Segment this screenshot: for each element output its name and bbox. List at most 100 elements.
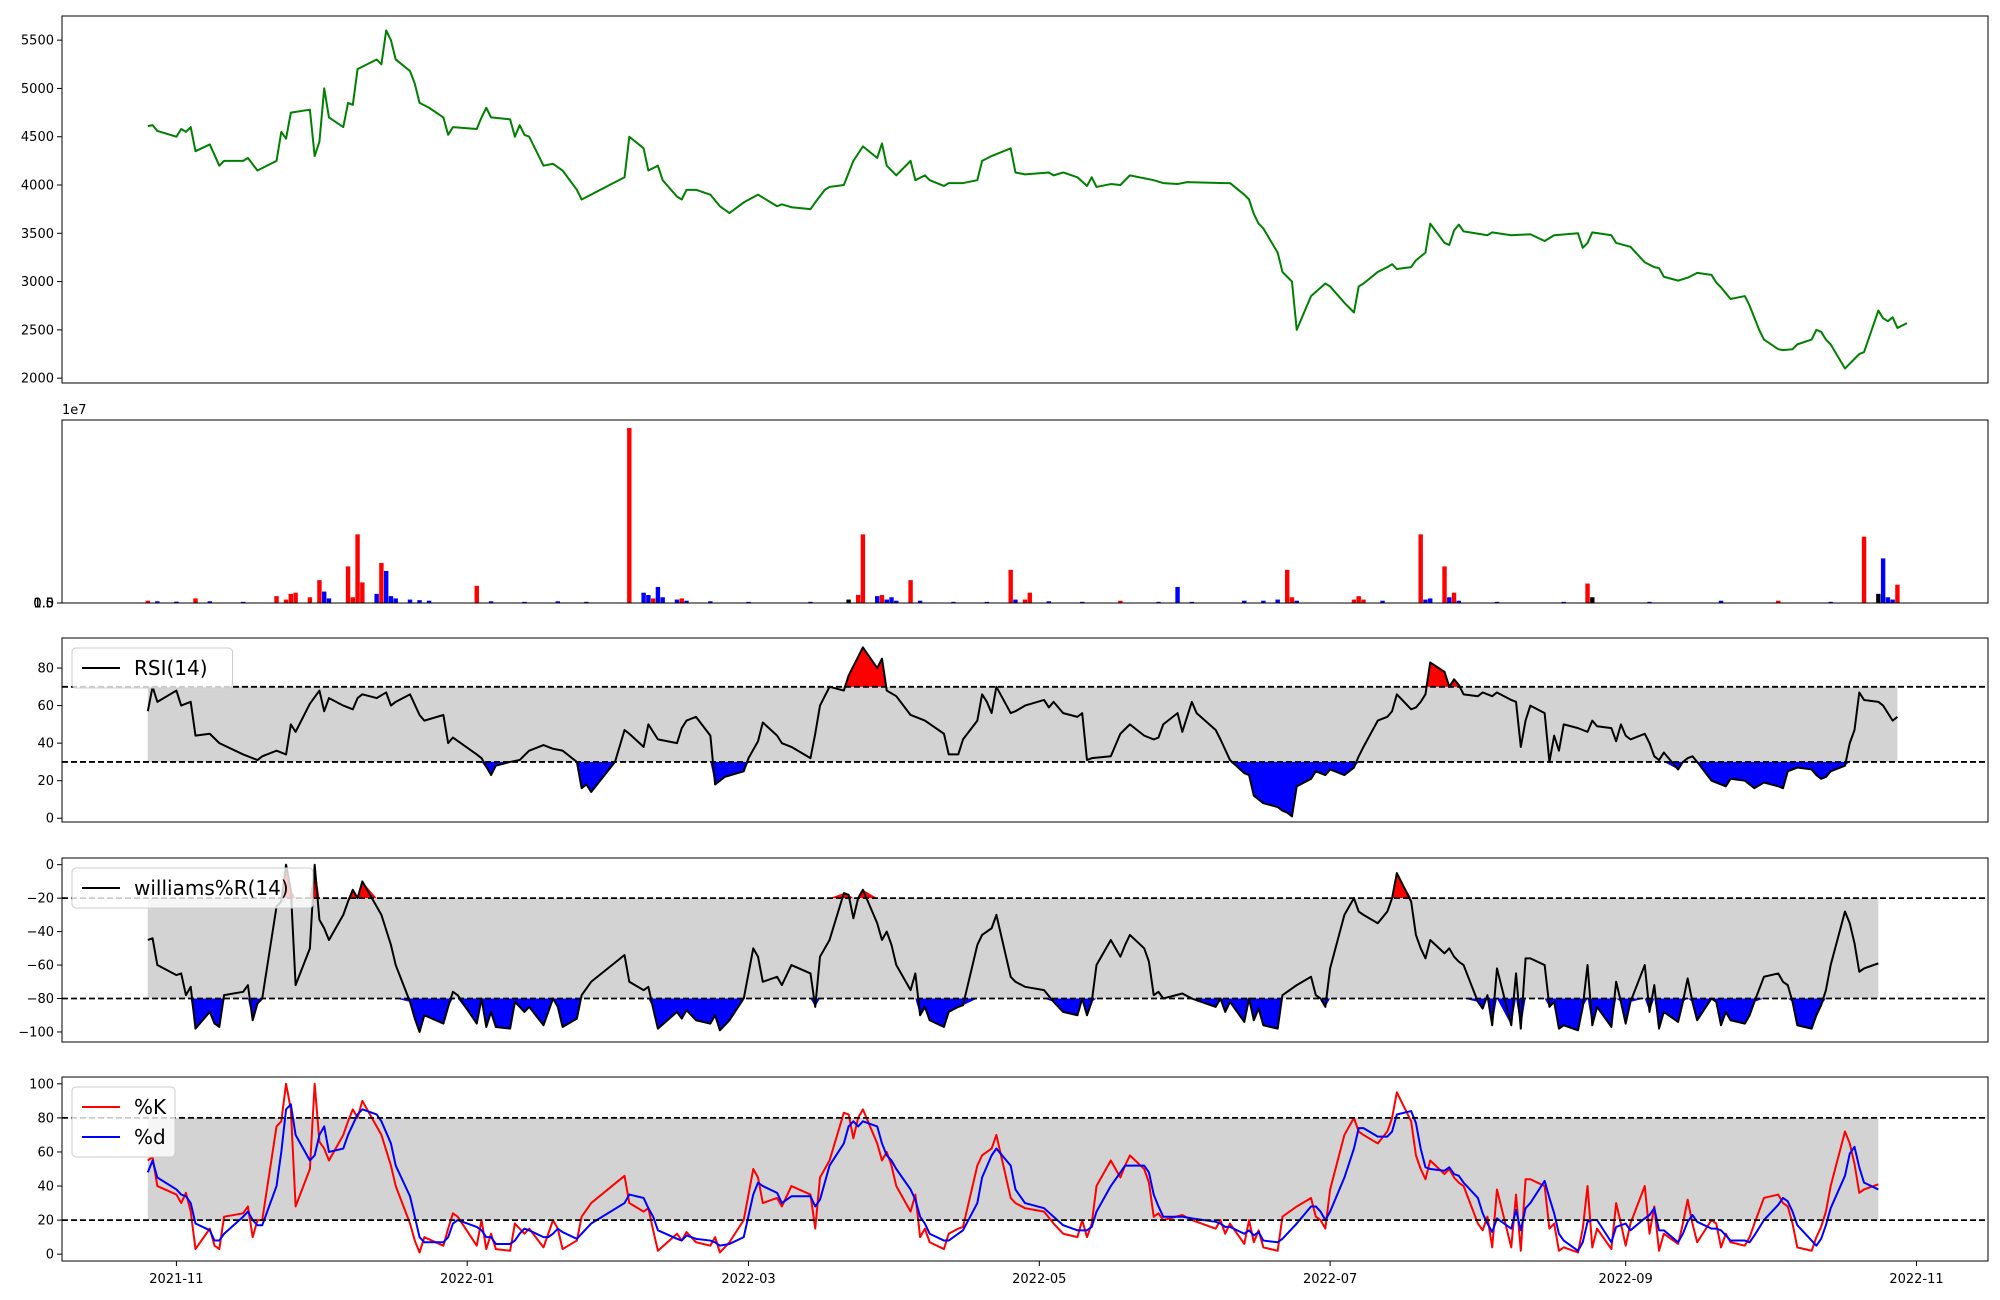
axes-frame	[61, 637, 1989, 823]
y-tick-label: 3000	[21, 275, 54, 290]
volume-bar	[1008, 569, 1013, 603]
neutral-band	[147, 686, 1898, 762]
neutral-band	[147, 898, 1879, 999]
y-tick-label: 0	[46, 1248, 54, 1263]
volume-bar	[379, 562, 384, 603]
volume-bar	[145, 600, 151, 603]
volume-bar	[1242, 600, 1247, 603]
volume-bar	[240, 601, 246, 603]
volume-bar	[1718, 600, 1724, 603]
volume-bar	[207, 601, 212, 603]
volume-bar	[1885, 597, 1891, 603]
legend-label: RSI(14)	[134, 656, 208, 680]
volume-bar	[1046, 601, 1052, 603]
series-line-rsi-0	[146, 646, 1899, 818]
volume-bar	[646, 594, 651, 603]
x-tick-label: 2022-05	[1012, 1272, 1066, 1287]
plot-area-williams	[147, 863, 1879, 1033]
y-tick-label: 0.0	[33, 597, 54, 612]
axes-frame	[61, 419, 1989, 604]
volume-bar	[1022, 599, 1028, 603]
volume-bar	[1156, 601, 1161, 603]
series-line-price-0	[147, 29, 1908, 370]
volume-bar	[684, 600, 689, 603]
x-tick-label: 2021-11	[149, 1272, 203, 1287]
volume-bar	[650, 598, 656, 603]
volume-bar	[660, 597, 665, 603]
volume-bar	[1361, 599, 1366, 603]
volume-bar	[708, 601, 713, 603]
volume-bar	[193, 598, 198, 603]
plot-area-volume	[145, 428, 1900, 603]
series-line-williams-0	[147, 863, 1879, 1033]
panel-rsi: 0 20 40 60 80 RSI(14)	[37, 637, 1989, 827]
y-tick-label: 2000	[21, 372, 54, 387]
volume-bar	[655, 586, 661, 603]
volume-bar	[393, 598, 398, 603]
volume-bar	[884, 599, 889, 603]
volume-bar	[855, 594, 861, 603]
x-tick-label: 2022-07	[1303, 1272, 1357, 1287]
volume-bar	[879, 594, 885, 603]
series-line-stochastic-0	[147, 1082, 1879, 1254]
y-tick-label: 60	[37, 1145, 54, 1160]
plot-area-stochastic	[146, 1082, 1879, 1254]
volume-bar	[917, 600, 923, 603]
panel-volume: 0.00.51.01.5 1e7	[33, 403, 1989, 612]
volume-bar	[1423, 599, 1428, 603]
plot-area-rsi	[146, 646, 1899, 818]
volume-bar	[1442, 566, 1447, 603]
volume-bar	[1289, 597, 1295, 603]
volume-bar	[984, 601, 990, 603]
y-tick-label: −100	[18, 1025, 54, 1040]
volume-bar	[1275, 599, 1280, 603]
y-tick-label: 0.5	[33, 597, 54, 612]
volume-bar	[894, 600, 899, 603]
volume-bar	[1828, 601, 1833, 603]
volume-bar	[355, 534, 360, 603]
volume-bar	[1890, 599, 1895, 603]
legend-label: %K	[134, 1095, 167, 1119]
volume-bar	[1080, 601, 1085, 603]
y-tick-label: 80	[37, 662, 54, 677]
volume-bar	[627, 428, 632, 603]
volume-bar	[374, 593, 379, 603]
legend-label: %d	[134, 1125, 166, 1149]
volume-bar	[1356, 596, 1361, 603]
volume-bar	[426, 600, 432, 603]
volume-bar	[317, 580, 322, 603]
volume-bar	[1776, 600, 1781, 603]
volume-bar	[1876, 593, 1881, 603]
legend-box	[71, 1086, 176, 1158]
volume-bar	[951, 601, 956, 603]
volume-bar	[417, 600, 422, 603]
volume-bar	[326, 598, 332, 603]
y-tick-label: 100	[29, 1077, 54, 1092]
y-tick-label: 60	[37, 699, 54, 714]
volume-bar	[1447, 597, 1452, 603]
neutral-band	[147, 1117, 1879, 1221]
volume-bar	[1175, 586, 1180, 603]
volume-bar	[1451, 592, 1457, 603]
volume-bar	[307, 597, 313, 603]
x-tick-label: 2022-09	[1599, 1272, 1653, 1287]
plot-area-price	[147, 29, 1908, 370]
y-tick-label: 1.0	[33, 597, 54, 612]
volume-bar	[889, 597, 894, 603]
volume-bar	[383, 570, 389, 603]
volume-bar	[808, 601, 813, 603]
x-tick-label: 2022-01	[440, 1272, 494, 1287]
legend-box	[71, 867, 314, 909]
series-line-stochastic-1	[146, 1103, 1879, 1252]
volume-bar	[1285, 569, 1290, 603]
volume-bar	[1585, 583, 1590, 603]
volume-bar	[679, 598, 684, 603]
y-tick-label: −40	[27, 925, 54, 940]
volume-bar	[322, 591, 327, 603]
oversold-fill	[147, 761, 1898, 817]
y-tick-label: 20	[37, 1214, 54, 1229]
volume-bar	[1261, 600, 1266, 603]
volume-bar	[1494, 601, 1500, 603]
y-tick-label: 2500	[21, 323, 54, 338]
